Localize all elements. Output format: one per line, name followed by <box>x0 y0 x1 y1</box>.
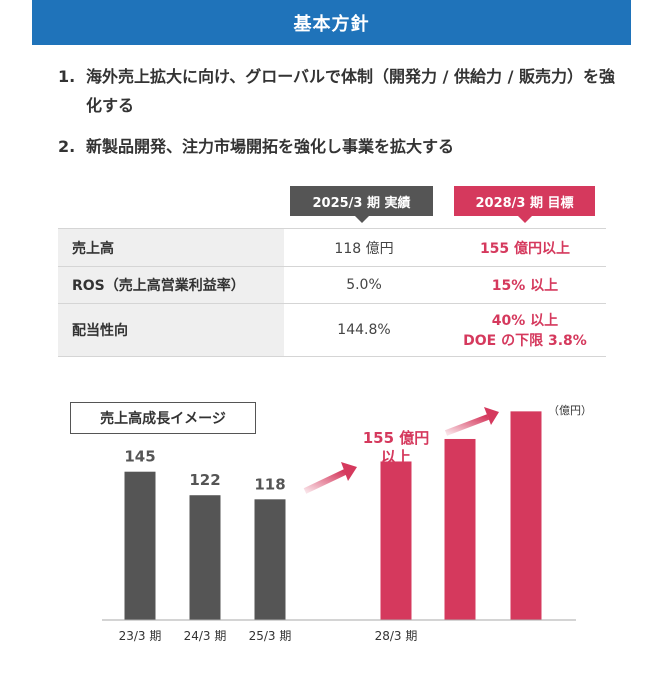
target-value-line1: 155 億円以上 <box>479 240 571 257</box>
policy-text: 海外売上拡大に向け、グローバルで体制（開発力 / 供給力 / 販売力）を強化する <box>86 67 616 115</box>
growth-arrow-icon <box>444 407 499 436</box>
kpi-table: 売上高 118 億円 155 億円以上 ROS（売上高営業利益率） 5.0% 1… <box>58 228 606 357</box>
target-value: 155 億円以上 <box>444 229 606 266</box>
page-header: 基本方針 <box>32 0 631 45</box>
target-value: 15% 以上 <box>444 267 606 303</box>
x-tick-label: 25/3 期 <box>249 629 292 643</box>
target-annotation-line2: 以上 <box>381 448 411 466</box>
table-row: 売上高 118 億円 155 億円以上 <box>58 228 606 267</box>
bar-2 <box>189 495 221 620</box>
row-label: 配当性向 <box>58 304 284 356</box>
bar-6 <box>444 438 476 620</box>
header-title: 基本方針 <box>293 13 370 35</box>
bar-value-label: 145 <box>124 448 155 466</box>
target-annotation-line1: 155 億円 <box>363 429 430 447</box>
actual-value: 118 億円 <box>334 240 394 257</box>
x-tick-label: 28/3 期 <box>375 629 418 643</box>
chart-title: 売上高成長イメージ <box>70 402 256 434</box>
bar-5 <box>380 461 412 620</box>
policy-number: 2. <box>58 137 76 156</box>
bar-1 <box>124 471 156 620</box>
target-value: 40% 以上 DOE の下限 3.8% <box>444 304 606 356</box>
growth-arrow-icon <box>303 462 357 494</box>
x-tick-label: 24/3 期 <box>184 629 227 643</box>
bar-3 <box>254 499 286 620</box>
target-value-line1: 40% 以上 <box>491 313 559 329</box>
table-row: ROS（売上高営業利益率） 5.0% 15% 以上 <box>58 267 606 304</box>
target-value-line2: DOE の下限 3.8% <box>463 333 587 349</box>
x-tick-label: 23/3 期 <box>119 629 162 643</box>
bar-value-label: 122 <box>189 471 220 489</box>
bar-7 <box>510 411 542 620</box>
bar-value-label: 118 <box>254 475 285 493</box>
column-header-actual: 2025/3 期 実績 <box>290 186 433 223</box>
policy-number: 1. <box>58 67 76 86</box>
actual-value: 144.8% <box>337 322 391 338</box>
table-row: 配当性向 144.8% 40% 以上 DOE の下限 3.8% <box>58 304 606 357</box>
chart-unit-label: （億円） <box>548 404 592 417</box>
row-label: ROS（売上高営業利益率） <box>58 267 284 303</box>
target-value-line1: 15% 以上 <box>491 278 559 294</box>
column-header-target: 2028/3 期 目標 <box>454 186 595 223</box>
row-label: 売上高 <box>58 229 284 266</box>
actual-value: 5.0% <box>346 277 382 293</box>
policy-text: 新製品開発、注力市場開拓を強化し事業を拡大する <box>86 137 455 156</box>
